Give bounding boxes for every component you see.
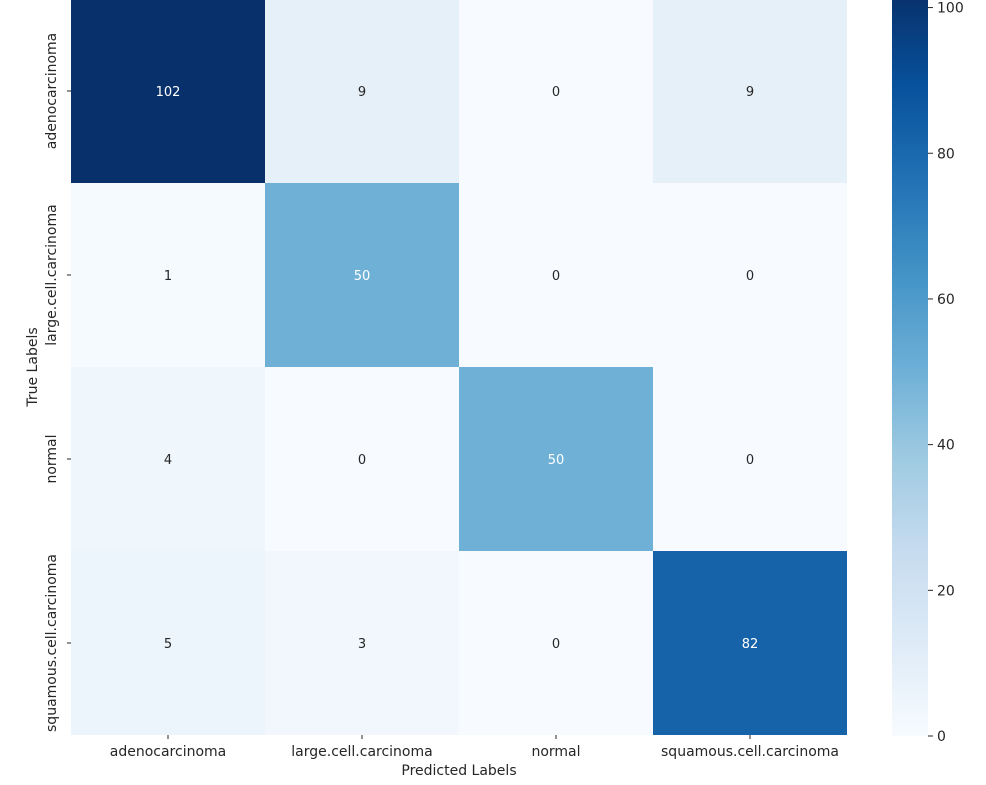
y-tick-label: large.cell.carcinoma: [44, 204, 60, 345]
heatmap-cell: [653, 183, 847, 367]
cell-value-label: 102: [156, 85, 181, 100]
heatmap-cell: [459, 551, 653, 735]
cell-value-label: 0: [552, 85, 560, 100]
cell-value-label: 4: [164, 453, 172, 468]
colorbar: 0 20 40 60 80 100: [892, 0, 964, 745]
heatmap-cell: [71, 551, 265, 735]
heatmap-cell: [653, 0, 847, 183]
cell-value-label: 9: [358, 85, 366, 100]
heatmap-cells: [71, 0, 847, 735]
cell-value-label: 50: [354, 269, 371, 284]
y-tick-label: normal: [44, 434, 60, 483]
heatmap-cell: [459, 367, 653, 551]
y-axis-title: True Labels: [25, 327, 41, 407]
cell-value-label: 0: [358, 453, 366, 468]
colorbar-tick-label: 0: [937, 729, 946, 745]
colorbar-gradient: [892, 0, 928, 736]
colorbar-tick-label: 80: [937, 146, 955, 162]
colorbar-tick-label: 60: [937, 292, 955, 308]
axes: adenocarcinoma large.cell.carcinoma normal…: [25, 33, 839, 779]
x-tick-label: large.cell.carcinoma: [291, 744, 432, 760]
y-tick-label: squamous.cell.carcinoma: [44, 554, 60, 732]
cell-value-label: 0: [746, 453, 754, 468]
colorbar-tick-label: 100: [937, 1, 964, 17]
colorbar-tick-label: 40: [937, 438, 955, 454]
heatmap-cell: [653, 551, 847, 735]
cell-value-label: 0: [552, 269, 560, 284]
cell-value-label: 82: [742, 637, 759, 652]
heatmap-cell: [71, 0, 265, 183]
cell-value-label: 1: [164, 269, 172, 284]
heatmap-cell: [71, 183, 265, 367]
colorbar-tick-label: 20: [937, 583, 955, 599]
y-tick-label: adenocarcinoma: [44, 33, 60, 149]
heatmap-cell: [459, 183, 653, 367]
heatmap-cell: [265, 0, 459, 183]
x-tick-label: normal: [531, 744, 580, 760]
cell-value-label: 5: [164, 637, 172, 652]
cell-value-label: 50: [548, 453, 565, 468]
heatmap-cell: [265, 183, 459, 367]
heatmap-cell: [265, 367, 459, 551]
heatmap-cell: [653, 367, 847, 551]
cell-value-label: 9: [746, 85, 754, 100]
cell-annotations: 102 9 0 9 1 50 0 0 4 0 50 0 5 3 0 82: [156, 85, 759, 652]
cell-value-label: 0: [552, 637, 560, 652]
heatmap-cell: [459, 0, 653, 183]
cell-value-label: 3: [358, 637, 366, 652]
x-axis-title: Predicted Labels: [401, 763, 516, 779]
x-tick-label: adenocarcinoma: [110, 744, 226, 760]
cell-value-label: 0: [746, 269, 754, 284]
heatmap-cell: [71, 367, 265, 551]
x-tick-label: squamous.cell.carcinoma: [661, 744, 839, 760]
heatmap-cell: [265, 551, 459, 735]
